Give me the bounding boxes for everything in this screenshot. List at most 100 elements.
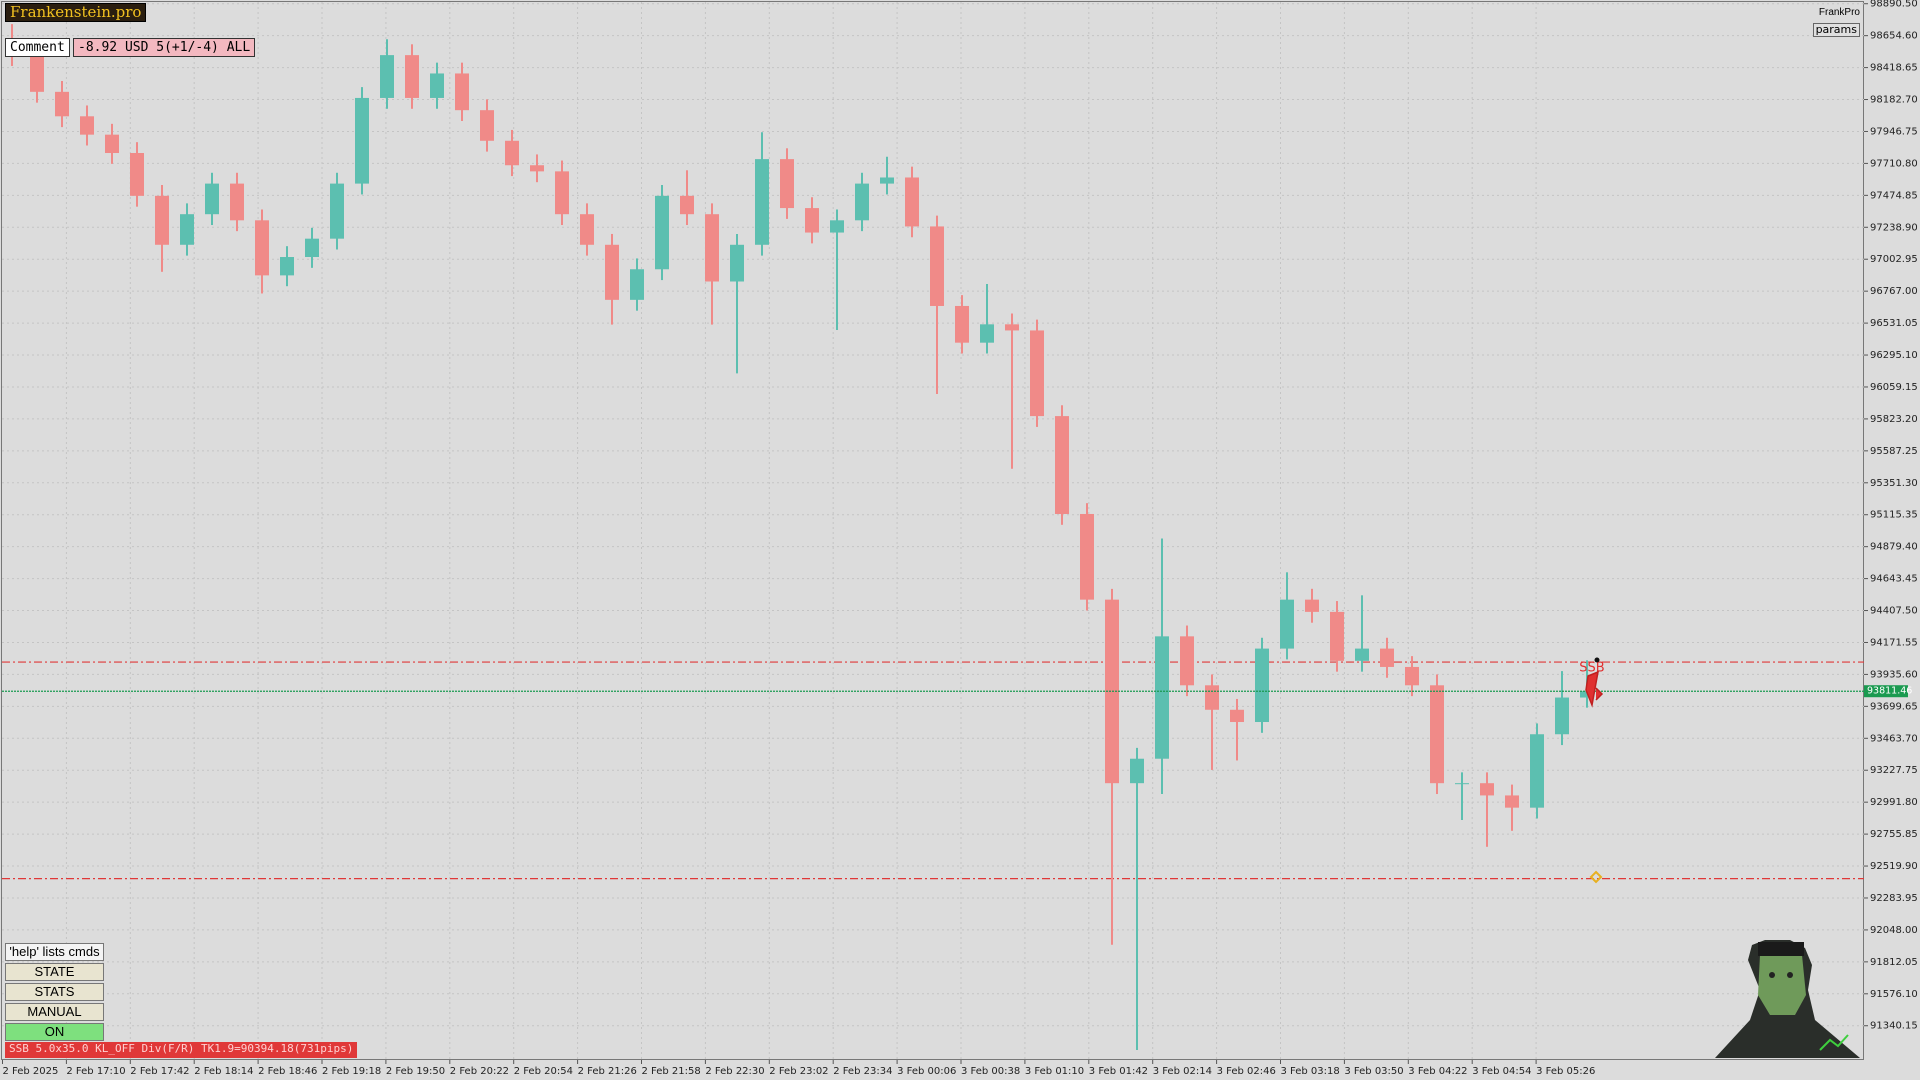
y-tick-label: 93935.60: [1870, 669, 1918, 680]
candle-body: [305, 238, 319, 258]
candle-body: [1005, 324, 1019, 331]
candle-body: [280, 257, 294, 276]
candle-body: [705, 214, 719, 282]
y-tick-label: 97946.75: [1870, 126, 1918, 137]
params-button[interactable]: params: [1812, 23, 1860, 37]
candle-body: [105, 134, 119, 154]
candle-body: [780, 159, 794, 209]
x-tick-label: 2 Feb 19:18: [322, 1066, 381, 1077]
y-tick-label: 96295.10: [1870, 350, 1918, 361]
signal-label: SSB: [1579, 661, 1604, 676]
y-tick-label: 95823.20: [1870, 414, 1918, 425]
candle-body: [655, 195, 669, 270]
panel-button[interactable]: MANUAL: [5, 1003, 104, 1021]
candle-body: [605, 244, 619, 300]
x-tick-label: 3 Feb 01:10: [1025, 1066, 1084, 1077]
candle-body: [1155, 636, 1169, 759]
y-tick-label: 96059.15: [1870, 382, 1918, 393]
candle-body: [505, 140, 519, 166]
candle-body: [830, 220, 844, 233]
candle-body: [355, 97, 369, 184]
candle-body: [930, 226, 944, 306]
candle-body: [730, 244, 744, 282]
x-tick-label: 2 Feb 17:42: [130, 1066, 189, 1077]
y-tick-label: 92755.85: [1870, 829, 1918, 840]
x-tick-label: 3 Feb 05:26: [1536, 1066, 1595, 1077]
candle-body: [480, 110, 494, 141]
candle-body: [1180, 636, 1194, 686]
candle-body: [1355, 648, 1369, 661]
x-tick-label: 3 Feb 02:46: [1217, 1066, 1276, 1077]
x-tick-label: 3 Feb 03:50: [1344, 1066, 1403, 1077]
top-right-label: FrankPro: [1818, 7, 1860, 18]
y-tick-label: 97238.90: [1870, 222, 1918, 233]
candle-body: [255, 220, 269, 276]
candle-body: [805, 208, 819, 233]
candle-body: [905, 177, 919, 227]
candle-body: [1080, 513, 1094, 600]
y-tick-label: 92991.80: [1870, 797, 1918, 808]
candle-body: [80, 116, 94, 135]
x-tick-label: 3 Feb 04:54: [1472, 1066, 1531, 1077]
x-tick-label: 2 Feb 2025: [3, 1066, 59, 1077]
candle-body: [205, 183, 219, 215]
candle-body: [30, 55, 44, 92]
current-price-label: 93811.46: [1867, 686, 1912, 697]
candle-body: [1230, 709, 1244, 723]
y-tick-label: 94879.40: [1870, 542, 1918, 553]
candle-body: [1255, 648, 1269, 723]
y-tick-label: 98890.50: [1870, 0, 1918, 10]
candle-body: [555, 171, 569, 215]
x-tick-label: 3 Feb 00:06: [897, 1066, 956, 1077]
x-tick-label: 2 Feb 22:30: [705, 1066, 764, 1077]
x-tick-label: 3 Feb 04:22: [1408, 1066, 1467, 1077]
candle-body: [1455, 783, 1469, 785]
candle-body: [1280, 599, 1294, 649]
comment-label[interactable]: Comment: [5, 38, 70, 57]
y-tick-label: 93227.75: [1870, 765, 1918, 776]
y-tick-label: 97710.80: [1870, 158, 1918, 169]
panel-button[interactable]: ON: [5, 1023, 104, 1041]
x-tick-label: 2 Feb 23:34: [833, 1066, 892, 1077]
panel-button[interactable]: STATE: [5, 963, 104, 981]
y-tick-label: 95115.35: [1870, 510, 1918, 521]
candle-body: [1055, 416, 1069, 514]
y-tick-label: 91340.15: [1870, 1021, 1918, 1032]
candle-body: [530, 165, 544, 172]
panel-button[interactable]: STATS: [5, 983, 104, 1001]
x-tick-label: 2 Feb 23:02: [769, 1066, 828, 1077]
candle-body: [130, 153, 144, 196]
y-tick-label: 98654.60: [1870, 31, 1918, 42]
candle-body: [1030, 330, 1044, 417]
x-tick-label: 2 Feb 18:14: [194, 1066, 253, 1077]
y-tick-label: 94171.55: [1870, 637, 1918, 648]
y-tick-label: 91576.10: [1870, 989, 1918, 1000]
y-tick-label: 98418.65: [1870, 63, 1918, 74]
candle-body: [155, 195, 169, 245]
candle-body: [1430, 685, 1444, 784]
x-tick-label: 2 Feb 20:54: [514, 1066, 573, 1077]
status-bar: SSB 5.0x35.0 KL_OFF Div(F/R) TK1.9=90394…: [5, 1042, 358, 1058]
candle-body: [630, 269, 644, 300]
y-tick-label: 94407.50: [1870, 606, 1918, 617]
y-tick-label: 97002.95: [1870, 254, 1918, 265]
candle-body: [380, 55, 394, 98]
candle-body: [1530, 734, 1544, 808]
candle-body: [330, 183, 344, 239]
signal-dot: [1594, 657, 1600, 663]
candle-body: [1305, 599, 1319, 612]
x-tick-label: 2 Feb 20:22: [450, 1066, 509, 1077]
comment-value: -8.92 USD 5(+1/-4) ALL: [73, 38, 256, 57]
candle-body: [55, 91, 69, 117]
current-price-box: [1864, 685, 1908, 698]
y-tick-label: 95587.25: [1870, 446, 1918, 457]
y-tick-label: 93463.70: [1870, 733, 1918, 744]
candle-body: [855, 183, 869, 221]
candle-body: [580, 214, 594, 245]
candle-body: [980, 324, 994, 343]
panel-button[interactable]: 'help' lists cmds: [5, 943, 104, 961]
candle-body: [430, 73, 444, 98]
x-tick-label: 2 Feb 19:50: [386, 1066, 445, 1077]
